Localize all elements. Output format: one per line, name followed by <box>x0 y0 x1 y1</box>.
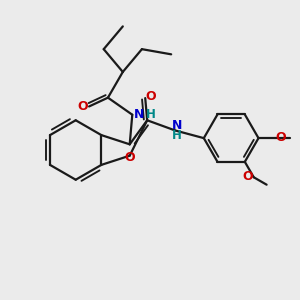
Text: N: N <box>134 108 145 121</box>
Text: H: H <box>172 129 182 142</box>
Text: O: O <box>77 100 88 113</box>
Text: N: N <box>171 118 182 132</box>
Text: H: H <box>146 108 155 121</box>
Text: O: O <box>124 151 135 164</box>
Text: O: O <box>275 131 286 144</box>
Text: O: O <box>242 170 253 183</box>
Text: O: O <box>145 90 156 103</box>
